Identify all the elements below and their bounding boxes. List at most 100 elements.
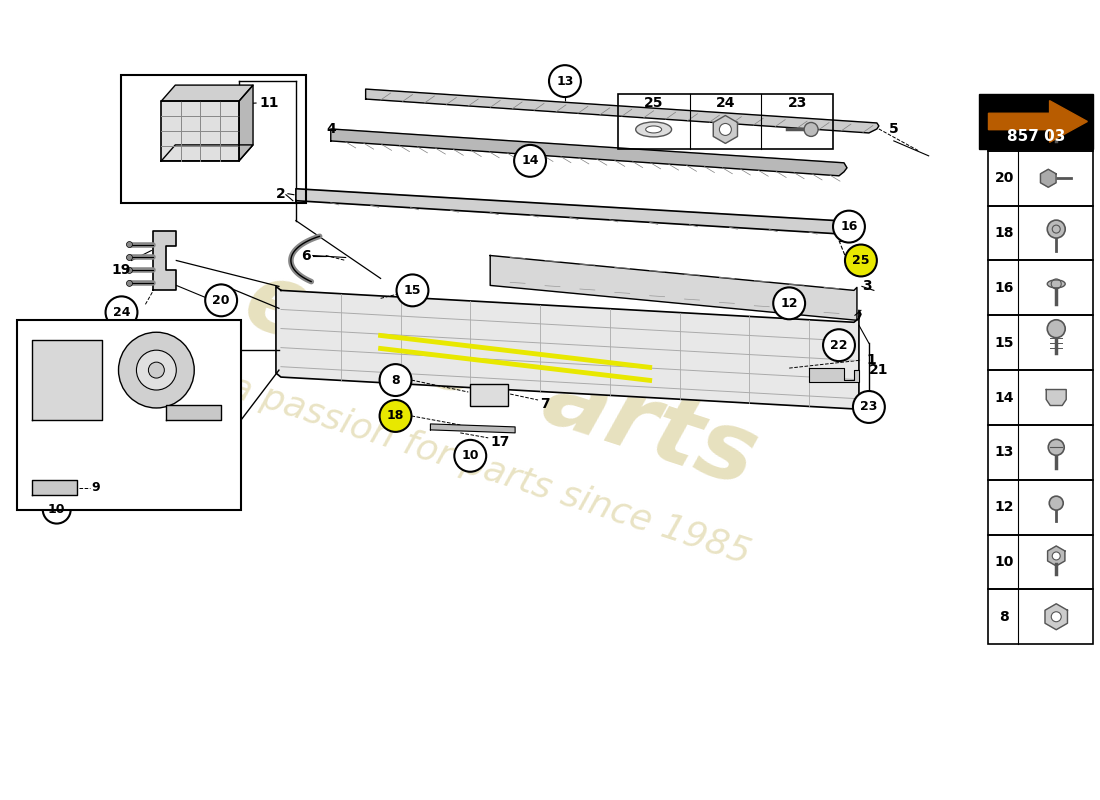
Circle shape xyxy=(1047,220,1065,238)
Ellipse shape xyxy=(636,122,672,137)
Polygon shape xyxy=(153,230,176,290)
Polygon shape xyxy=(365,89,879,133)
Text: 24: 24 xyxy=(716,96,735,110)
Text: a passion for parts since 1985: a passion for parts since 1985 xyxy=(226,370,755,570)
Text: 22: 22 xyxy=(994,117,1014,130)
Ellipse shape xyxy=(1047,280,1065,288)
Text: 25: 25 xyxy=(852,254,870,267)
Text: 3: 3 xyxy=(862,279,871,294)
Bar xyxy=(989,315,1093,370)
Text: 4: 4 xyxy=(326,122,336,136)
Circle shape xyxy=(126,254,132,261)
Text: 23: 23 xyxy=(860,401,878,414)
Circle shape xyxy=(148,362,164,378)
Bar xyxy=(989,370,1093,425)
Text: 23: 23 xyxy=(788,96,806,110)
Text: 8: 8 xyxy=(392,374,400,386)
Text: 18: 18 xyxy=(387,410,404,422)
Circle shape xyxy=(1049,496,1064,510)
Text: 13: 13 xyxy=(994,446,1014,459)
Circle shape xyxy=(396,274,428,306)
Polygon shape xyxy=(1047,546,1065,566)
Text: 10: 10 xyxy=(994,555,1014,569)
Text: 16: 16 xyxy=(840,220,858,233)
Circle shape xyxy=(126,281,132,286)
Circle shape xyxy=(379,364,411,396)
Bar xyxy=(979,94,1093,149)
Text: 12: 12 xyxy=(780,297,798,310)
Circle shape xyxy=(1048,439,1064,455)
Polygon shape xyxy=(1046,390,1066,406)
Polygon shape xyxy=(810,368,859,382)
Circle shape xyxy=(719,123,732,135)
Text: 10: 10 xyxy=(462,450,478,462)
Text: 17: 17 xyxy=(491,435,509,449)
Bar xyxy=(989,96,1093,151)
Bar xyxy=(989,206,1093,261)
Polygon shape xyxy=(162,101,239,161)
Text: 14: 14 xyxy=(994,390,1014,405)
Circle shape xyxy=(454,440,486,472)
Text: 19: 19 xyxy=(112,263,131,278)
Text: 22: 22 xyxy=(830,338,848,352)
Text: 7: 7 xyxy=(540,397,550,411)
Polygon shape xyxy=(239,85,253,161)
Bar xyxy=(989,590,1093,644)
Text: 15: 15 xyxy=(404,284,421,297)
Text: 1: 1 xyxy=(867,353,877,367)
Polygon shape xyxy=(276,286,861,409)
Polygon shape xyxy=(331,129,847,176)
Text: 6: 6 xyxy=(301,249,311,262)
Bar xyxy=(16,320,241,510)
Text: 24: 24 xyxy=(112,306,130,319)
Polygon shape xyxy=(1041,170,1056,187)
Circle shape xyxy=(106,296,138,328)
Text: euroParts: euroParts xyxy=(232,254,768,506)
Polygon shape xyxy=(491,255,857,320)
Bar xyxy=(471,384,508,406)
Text: 5: 5 xyxy=(889,122,899,136)
Text: 2: 2 xyxy=(276,186,286,201)
Text: 16: 16 xyxy=(994,281,1014,295)
Bar xyxy=(121,75,306,202)
Circle shape xyxy=(126,242,132,247)
Text: 9: 9 xyxy=(91,481,100,494)
Circle shape xyxy=(379,400,411,432)
Circle shape xyxy=(549,65,581,97)
Bar xyxy=(989,480,1093,534)
Text: 18: 18 xyxy=(994,226,1014,240)
Polygon shape xyxy=(162,145,253,161)
Circle shape xyxy=(206,285,238,316)
Text: 14: 14 xyxy=(521,154,539,167)
Circle shape xyxy=(43,496,70,523)
Circle shape xyxy=(1053,552,1060,560)
Circle shape xyxy=(852,391,884,423)
Circle shape xyxy=(833,210,865,242)
Text: 20: 20 xyxy=(212,294,230,307)
Circle shape xyxy=(1049,109,1064,122)
Circle shape xyxy=(1047,320,1065,338)
Text: 10: 10 xyxy=(48,503,66,516)
Bar xyxy=(618,94,833,149)
Polygon shape xyxy=(989,101,1088,142)
Circle shape xyxy=(804,122,818,137)
Circle shape xyxy=(119,332,195,408)
Polygon shape xyxy=(430,424,515,433)
Bar xyxy=(989,261,1093,315)
Circle shape xyxy=(136,350,176,390)
Text: 857 03: 857 03 xyxy=(1006,130,1065,145)
Polygon shape xyxy=(1045,604,1067,630)
Circle shape xyxy=(845,245,877,277)
Text: 20: 20 xyxy=(994,171,1014,186)
Polygon shape xyxy=(32,340,101,420)
Circle shape xyxy=(1052,612,1062,622)
Text: 12: 12 xyxy=(994,500,1014,514)
Ellipse shape xyxy=(646,126,661,133)
Polygon shape xyxy=(713,115,737,143)
Text: 13: 13 xyxy=(557,74,573,88)
Text: 25: 25 xyxy=(644,96,663,110)
Bar xyxy=(989,425,1093,480)
Text: 11: 11 xyxy=(258,96,278,110)
Polygon shape xyxy=(296,189,842,234)
Polygon shape xyxy=(162,85,253,101)
